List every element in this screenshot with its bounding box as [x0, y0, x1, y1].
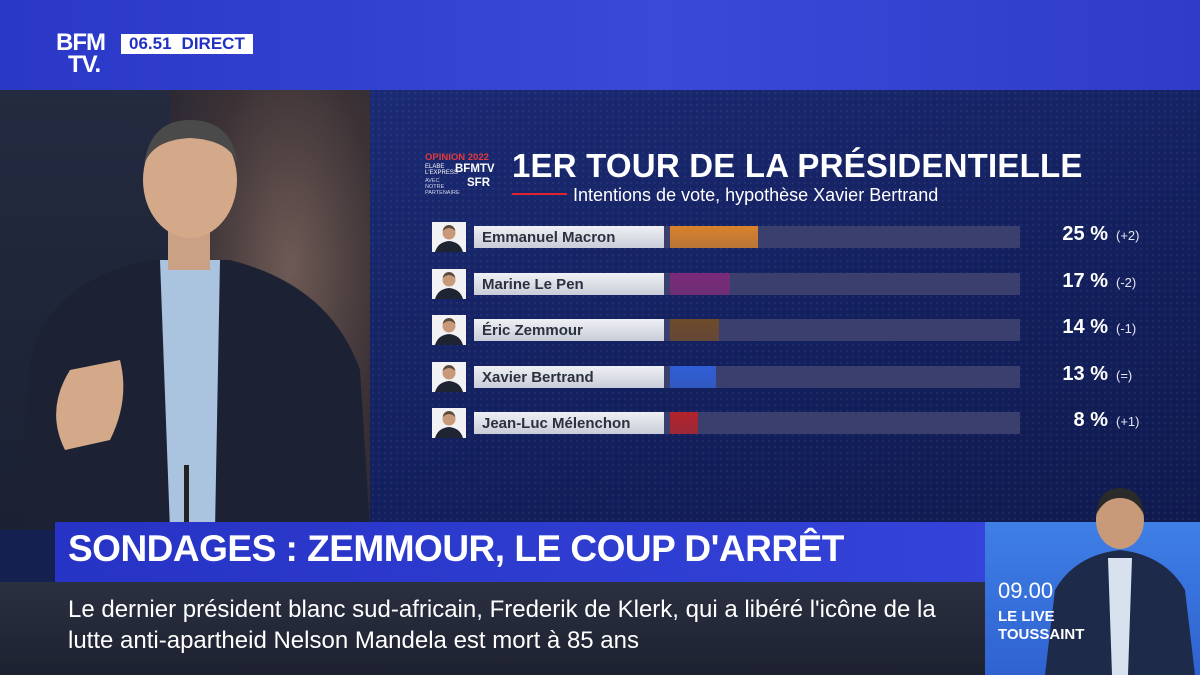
vote-change: (-2)	[1116, 274, 1137, 290]
candidate-label-box: Xavier Bertrand	[474, 365, 664, 388]
bfmtv-logo: BFM TV.	[56, 29, 106, 78]
pollster-logo: ELABE L'EXPRESS	[425, 164, 458, 176]
presenter-image	[20, 120, 370, 530]
chart-subtitle: Intentions de vote, hypothèse Xavier Ber…	[573, 185, 939, 205]
live-label: DIRECT	[181, 34, 245, 53]
promo-presenter-image	[1045, 488, 1195, 675]
poll-row: Marine Le Pen 17 % (-2)	[430, 268, 1160, 299]
logo-line-2: TV.	[68, 51, 101, 78]
partner-text: AVEC NOTRE PARTENAIRE	[425, 178, 460, 196]
poll-branding: OPINION 2022 ELABE L'EXPRESS BFMTV AVEC …	[425, 152, 505, 196]
candidate-label-box: Éric Zemmour	[474, 319, 664, 341]
poll-row: Éric Zemmour 14 % (-1)	[430, 315, 1160, 345]
opinion-label: OPINION 2022	[425, 152, 489, 163]
vote-percentage: 17 %	[1062, 269, 1108, 292]
candidate-name: Éric Zemmour	[482, 322, 583, 339]
vote-change: (-1)	[1116, 321, 1137, 336]
candidate-name: Jean-Luc Mélenchon	[482, 415, 631, 432]
bar-track: Jean-Luc Mélenchon	[474, 412, 1020, 434]
candidate-avatar-icon	[432, 268, 466, 299]
bar-track: Emmanuel Macron	[474, 226, 1020, 248]
news-ticker: Le dernier président blanc sud-africain,…	[68, 596, 936, 654]
candidate-label-box: Jean-Luc Mélenchon	[474, 412, 664, 434]
candidate-avatar-icon	[432, 361, 466, 392]
vote-percentage: 14 %	[1062, 316, 1108, 338]
headline-band	[55, 522, 995, 582]
candidate-avatar-icon	[432, 315, 466, 345]
candidate-name: Marine Le Pen	[482, 275, 584, 293]
candidate-label-box: Emmanuel Macron	[474, 226, 664, 248]
vote-bar	[670, 226, 758, 248]
candidate-avatar-icon	[432, 222, 466, 252]
sfr-logo: SFR	[467, 177, 490, 189]
promo-show-line-1: LE LIVE	[998, 608, 1055, 625]
vote-change: (+2)	[1116, 228, 1140, 243]
poll-panel	[370, 90, 1200, 530]
candidate-name: Emmanuel Macron	[482, 229, 616, 246]
vote-bar	[670, 365, 716, 388]
candidate-label-box: Marine Le Pen	[474, 272, 664, 295]
poll-row: Xavier Bertrand 13 % (=)	[430, 361, 1160, 392]
bar-track: Éric Zemmour	[474, 319, 1020, 341]
vote-change: (+1)	[1116, 414, 1140, 429]
bar-track: Marine Le Pen	[474, 272, 1020, 295]
bfmtv-mini-logo: BFMTV	[455, 163, 495, 175]
vote-change: (=)	[1116, 367, 1133, 383]
bar-track: Xavier Bertrand	[474, 365, 1020, 388]
candidate-avatar-icon	[432, 408, 466, 438]
vote-bar	[670, 319, 719, 341]
live-clock-box: 06.51 DIRECT	[121, 34, 253, 54]
vote-percentage: 13 %	[1062, 362, 1108, 385]
title-accent-line	[512, 193, 567, 195]
vote-bar	[670, 272, 730, 295]
headline: SONDAGES : ZEMMOUR, LE COUP D'ARRÊT	[68, 528, 844, 569]
chart-title: 1ER TOUR DE LA PRÉSIDENTIELLE	[512, 147, 1083, 184]
candidate-name: Xavier Bertrand	[482, 368, 594, 386]
poll-row: Emmanuel Macron 25 % (+2)	[430, 222, 1160, 252]
vote-percentage: 8 %	[1073, 409, 1108, 431]
vote-percentage: 25 %	[1062, 223, 1108, 245]
ticker-band	[0, 582, 985, 675]
promo-show-line-2: TOUSSAINT	[998, 626, 1085, 643]
logo-line-1: BFM	[56, 29, 106, 56]
clock-time: 06.51	[129, 34, 172, 53]
vote-bar	[670, 412, 698, 434]
poll-row: Jean-Luc Mélenchon 8 % (+1)	[430, 408, 1160, 438]
promo-time: 09.00	[998, 578, 1054, 603]
